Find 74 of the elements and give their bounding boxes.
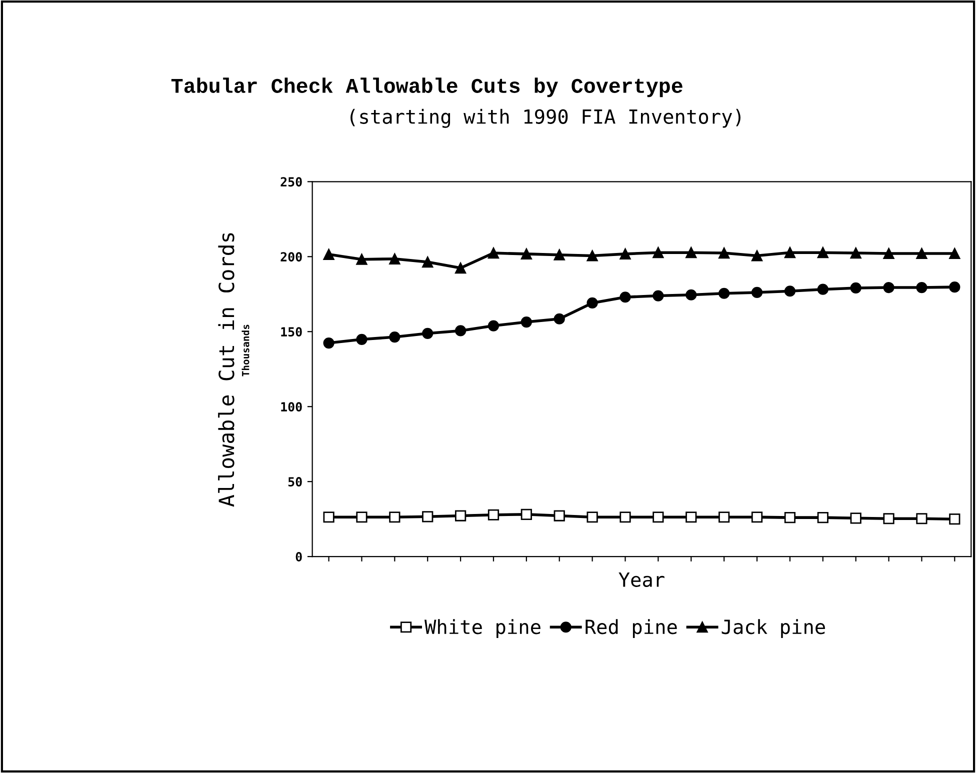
point: [751, 512, 763, 523]
point: [817, 247, 828, 258]
y-tick-label: 200: [280, 252, 302, 262]
point: [686, 289, 697, 300]
point: [850, 282, 862, 294]
point: [850, 512, 862, 524]
point: [488, 509, 500, 520]
point: [751, 250, 763, 262]
point: [620, 292, 631, 303]
point: [323, 248, 334, 260]
y-tick-label: 250: [280, 177, 302, 187]
point: [356, 334, 368, 345]
legend-label: White pine: [424, 619, 540, 638]
point: [718, 288, 730, 299]
y-tick-label: 100: [281, 402, 302, 412]
text: Thousands: [242, 324, 250, 376]
point: [883, 248, 894, 260]
point: [356, 512, 368, 523]
point: [751, 286, 763, 298]
point: [520, 508, 532, 520]
point: [520, 248, 532, 260]
point: [652, 512, 664, 523]
point: [949, 514, 960, 525]
point: [586, 297, 598, 309]
point: [389, 253, 400, 264]
point: [652, 290, 664, 302]
point: [850, 247, 862, 259]
point: [422, 511, 434, 522]
point: [718, 512, 730, 523]
legend-label: Jack pine: [722, 619, 825, 638]
y-tick-label: 150: [281, 327, 302, 337]
x-axis-title: Year: [618, 572, 664, 587]
point: [554, 313, 565, 324]
point: [554, 510, 565, 522]
y-axis-title: Allowable Cut in Cords: [218, 233, 234, 507]
point: [488, 247, 500, 259]
point: [554, 249, 565, 260]
point: [784, 286, 796, 297]
point: [652, 247, 664, 258]
point: [916, 282, 928, 294]
point: [883, 282, 894, 294]
point: [916, 248, 928, 260]
point: [686, 512, 697, 523]
point: [620, 248, 631, 260]
point: [620, 512, 631, 523]
point: [323, 512, 334, 523]
point: [784, 247, 796, 258]
point: [784, 512, 796, 524]
point: [949, 248, 960, 260]
point: [422, 328, 434, 339]
point: [323, 337, 334, 349]
point: [454, 510, 466, 522]
point: [488, 320, 500, 332]
point: [817, 512, 828, 524]
point: [454, 325, 466, 336]
legend-label: Red pine: [586, 619, 677, 638]
y-tick-label: 50: [288, 477, 302, 487]
chart-subtitle: (starting with 1990 FIA Inventory): [350, 108, 740, 128]
point: [422, 256, 434, 268]
point: [356, 254, 368, 265]
point: [817, 284, 828, 295]
point: [389, 331, 400, 343]
point: [454, 262, 466, 274]
point: [586, 512, 598, 523]
chart-title: Tabular Check Allowable Cuts by Covertype: [171, 78, 682, 98]
point: [586, 250, 598, 262]
point: [949, 282, 960, 293]
point: [916, 513, 928, 524]
point: [520, 316, 532, 328]
point: [883, 513, 894, 524]
point: [686, 247, 697, 258]
point: [389, 512, 400, 523]
y-tick-label: 0: [296, 552, 302, 562]
point: [718, 247, 730, 259]
